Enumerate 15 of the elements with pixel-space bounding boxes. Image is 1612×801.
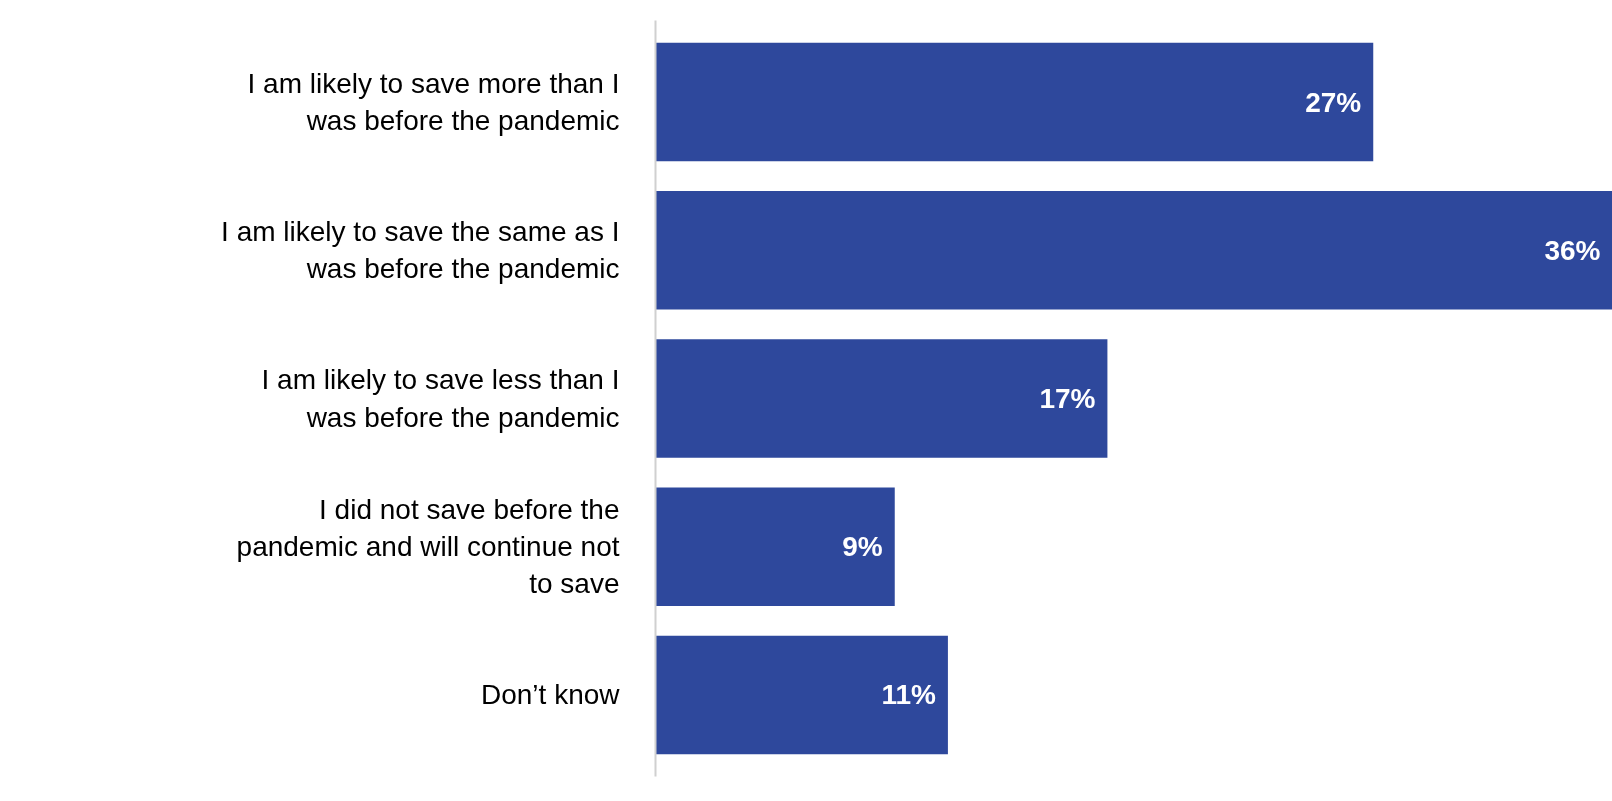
y-tick-label: I am likely to save less than I was before the pandemic bbox=[261, 364, 620, 433]
data-label: 36% bbox=[1544, 234, 1601, 266]
bar bbox=[655, 339, 1108, 458]
y-tick-label: I am likely to save the same as I was before the pandemic bbox=[221, 216, 620, 285]
data-label: 9% bbox=[842, 531, 883, 563]
y-tick-label: I did not save before the pandemic and will continue not to save bbox=[236, 494, 620, 600]
y-tick-label: Don’t know bbox=[480, 679, 621, 711]
data-label: 17% bbox=[1039, 383, 1096, 414]
data-label: 27% bbox=[1305, 86, 1362, 118]
y-tick-label: I am likely to save more than I was before the pandemic bbox=[247, 67, 620, 137]
bar bbox=[655, 42, 1374, 162]
data-label: 11% bbox=[881, 679, 937, 711]
bar bbox=[655, 635, 948, 755]
bar bbox=[655, 487, 895, 607]
bar bbox=[655, 190, 1612, 310]
